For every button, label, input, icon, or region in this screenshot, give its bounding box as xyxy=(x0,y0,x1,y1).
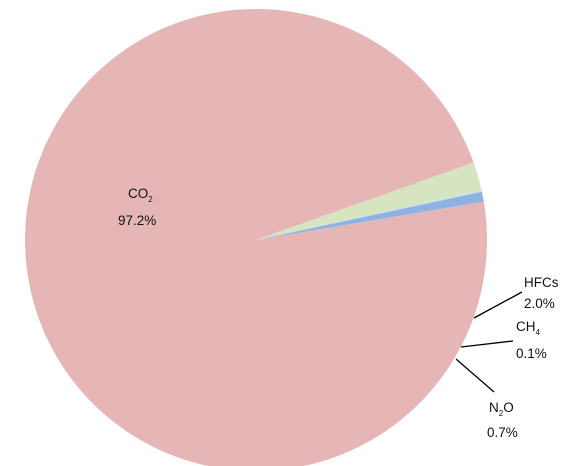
pie-slices xyxy=(25,9,487,466)
value-label-ch4: 0.1% xyxy=(516,346,547,361)
pie-slice-n2o xyxy=(256,191,484,240)
leader-line-n2o xyxy=(455,358,495,393)
label-co2: CO2 97.2% xyxy=(118,186,156,228)
label-n2o: N2O 0.7% xyxy=(487,400,518,440)
pie-slice-hfcs xyxy=(256,162,482,240)
value-label-n2o: 0.7% xyxy=(487,425,518,440)
leader-line-ch4 xyxy=(460,340,514,348)
svg-text:HFCs: HFCs xyxy=(524,275,559,290)
svg-text:N2O: N2O xyxy=(489,400,514,418)
value-label-hfcs: 2.0% xyxy=(524,296,555,311)
svg-text:CO2: CO2 xyxy=(128,186,153,204)
svg-text:CH4: CH4 xyxy=(516,319,541,337)
pie-slice-co2 xyxy=(25,9,487,466)
pie-slice-ch4 xyxy=(256,190,482,240)
label-ch4: CH4 0.1% xyxy=(516,319,547,361)
label-hfcs: HFCs 2.0% xyxy=(524,275,559,311)
value-label-co2: 97.2% xyxy=(118,213,156,228)
leader-line-hfcs xyxy=(473,291,523,319)
